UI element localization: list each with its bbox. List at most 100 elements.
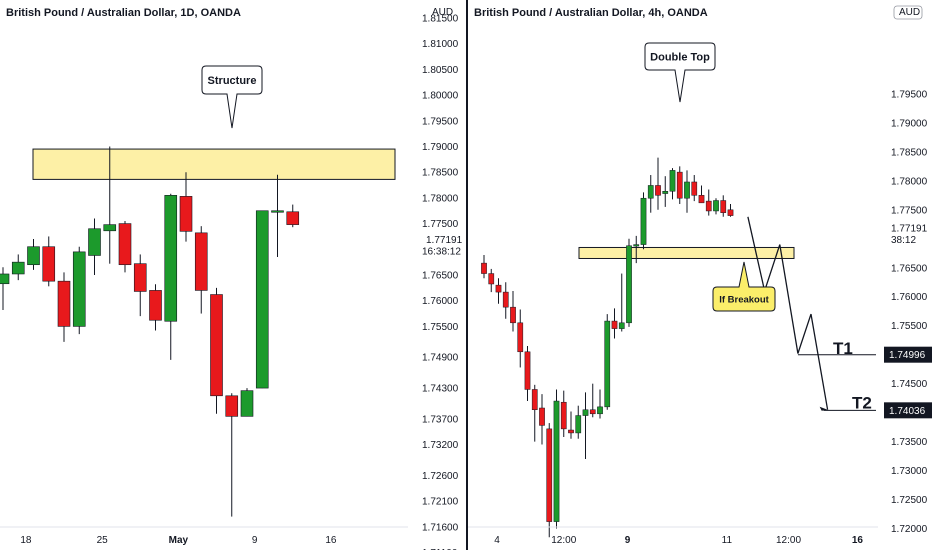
daily-chart-svg[interactable]: Structure 1.81500 1.81000 1.80500 1.80000 1.7… — [0, 0, 466, 550]
y-tick-label: 1.79000 — [891, 118, 928, 129]
chart-title-4h: British Pound / Australian Dollar, 4h, O… — [474, 7, 708, 19]
y-tick-label: 1.73200 — [422, 440, 459, 451]
candle-body — [0, 273, 10, 285]
support-zone — [578, 246, 795, 259]
y-tick-label: 1.74900 — [422, 353, 459, 364]
candle-body — [271, 210, 284, 213]
candle-body — [481, 262, 487, 274]
y-tick-label: 1.79500 — [422, 116, 459, 127]
candle-body — [72, 251, 86, 327]
candle-body — [531, 389, 538, 410]
candle-body — [88, 228, 101, 256]
y-tick-label: 1.75500 — [422, 322, 459, 333]
candle-body — [539, 407, 545, 426]
candle-body — [713, 200, 719, 212]
y-tick-label: 1.73500 — [891, 437, 928, 448]
candle-body — [488, 273, 495, 285]
candle-body — [662, 191, 669, 194]
chart-title-daily: British Pound / Australian Dollar, 1D, O… — [6, 7, 241, 19]
x-tick-label: 25 — [97, 535, 109, 546]
target-price-label: 1.74036 — [889, 406, 926, 417]
candle-body — [684, 181, 690, 199]
candle-body — [575, 415, 582, 434]
candle-body — [604, 320, 611, 408]
double-top-callout-bubble — [644, 42, 716, 103]
candle-body — [179, 196, 193, 232]
candle-body — [11, 261, 25, 275]
x-tick-label: 16 — [325, 535, 337, 546]
y-tick-label: 1.79000 — [422, 142, 459, 153]
candle-body — [655, 185, 661, 196]
4h-chart-svg[interactable]: T1 T2 Double Top If Breakout 1.79500 1.79000 1… — [468, 0, 932, 550]
candle-body — [568, 429, 574, 434]
candle-body — [626, 245, 632, 324]
breakout-callout-bubble — [712, 261, 776, 312]
candle-body — [164, 195, 178, 322]
candle-body — [517, 322, 524, 353]
candle-body — [611, 320, 618, 329]
candle-body — [546, 428, 553, 522]
x-tick-label: 16 — [852, 535, 864, 546]
candle-body — [255, 210, 269, 389]
candle-body — [618, 322, 625, 329]
currency-label: AUD — [899, 7, 920, 18]
panel-divider[interactable] — [466, 0, 468, 550]
candle-body — [698, 195, 705, 204]
candle-body — [57, 280, 71, 327]
x-tick-label: 12:00 — [776, 535, 801, 546]
y-tick-label: 1.73000 — [891, 466, 928, 477]
y-tick-label: 1.78000 — [891, 176, 928, 187]
candle-body — [240, 390, 254, 417]
currency-badge — [893, 5, 923, 20]
last-price-label: 1.77191 — [891, 223, 928, 234]
countdown-label: 16:38:12 — [422, 247, 461, 258]
candle-body — [705, 200, 712, 212]
y-tick-label: 1.78500 — [422, 168, 459, 179]
x-tick-label: 11 — [722, 535, 733, 546]
chart-panel-daily[interactable]: Structure 1.81500 1.81000 1.80500 1.80000 1.7… — [0, 0, 466, 550]
candle-body — [225, 395, 239, 417]
candle-body — [210, 294, 223, 397]
candle-body — [149, 290, 162, 321]
y-tick-label: 1.77500 — [891, 205, 928, 216]
y-tick-label: 1.74500 — [891, 379, 928, 390]
candle-body — [676, 171, 683, 199]
candle-body — [524, 351, 531, 390]
y-tick-label: 1.77500 — [422, 219, 459, 230]
double-top-callout-label: Double Top — [650, 51, 710, 63]
projected-price-path — [747, 216, 829, 410]
y-tick-label: 1.76000 — [422, 296, 459, 307]
y-tick-label: 1.72600 — [422, 471, 459, 482]
candle-body — [495, 284, 502, 293]
candle-body — [42, 246, 56, 282]
y-tick-label: 1.80000 — [422, 91, 459, 102]
candle-body — [720, 200, 727, 213]
candle-body — [194, 232, 208, 291]
candle-body — [669, 170, 676, 192]
y-tick-label: 1.81000 — [422, 39, 459, 50]
y-tick-label: 1.76500 — [891, 263, 928, 274]
y-tick-label: 1.81500 — [422, 13, 459, 24]
y-tick-label: 1.80500 — [422, 65, 459, 76]
candle-body — [502, 291, 509, 308]
candle-body — [589, 409, 596, 415]
candle-body — [510, 306, 516, 324]
chart-panel-4h[interactable]: T1 T2 Double Top If Breakout 1.79500 1.79000 1… — [468, 0, 932, 550]
y-tick-label: 1.72100 — [422, 497, 459, 508]
structure-callout-label: Structure — [208, 75, 257, 87]
y-tick-label: 1.73700 — [422, 414, 459, 425]
candle-body — [647, 185, 654, 199]
y-tick-label: 1.76500 — [422, 271, 459, 282]
target-price-tag — [884, 402, 932, 419]
last-price-label: 1.77191 — [426, 235, 463, 246]
candle-body — [640, 197, 647, 245]
y-tick-label: 1.75500 — [891, 321, 928, 332]
y-tick-label: 1.78500 — [891, 147, 928, 158]
candle-body — [727, 209, 734, 216]
candle-body — [582, 409, 589, 416]
candle-body — [133, 263, 147, 292]
x-tick-label: 9 — [252, 535, 258, 546]
y-tick-label: 1.78000 — [422, 193, 459, 204]
structure-zone — [32, 148, 396, 180]
candle-body — [118, 223, 132, 266]
